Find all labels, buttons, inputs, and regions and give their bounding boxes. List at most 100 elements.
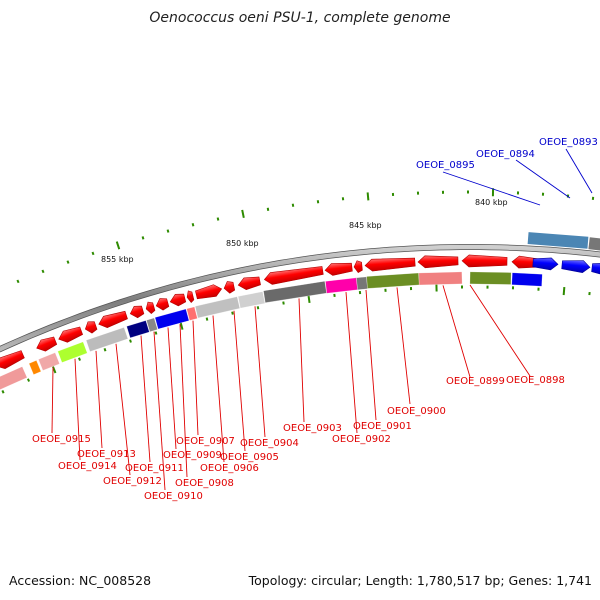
- gene-arrow-forward: [353, 260, 363, 274]
- cog-band-segment: [186, 306, 198, 321]
- gene-arrow-reverse: [591, 262, 600, 276]
- gene-arrow-forward: [98, 310, 128, 329]
- scale-label: 840 kbp: [475, 198, 508, 207]
- label-leader-line: [515, 159, 571, 199]
- cog-band-segment: [28, 360, 42, 375]
- scale-tick: [115, 241, 121, 250]
- gene-label[interactable]: OEOE_0912: [103, 476, 162, 487]
- genome-summary-text: Topology: circular; Length: 1,780,517 bp…: [248, 573, 592, 588]
- label-leader-line: [442, 171, 541, 206]
- scale-tick: [191, 223, 195, 227]
- gene-label[interactable]: OEOE_0914: [58, 461, 117, 472]
- scale-labels: 840 kbp 845 kbp 850 kbp 855 kbp: [101, 198, 508, 264]
- gene-label[interactable]: OEOE_0905: [220, 452, 279, 463]
- label-leader-line: [140, 335, 151, 463]
- gene-arrow-forward: [0, 350, 25, 370]
- cog-band-segment: [38, 352, 60, 371]
- gene-label[interactable]: OEOE_0909: [163, 450, 222, 461]
- label-leader-line: [565, 148, 593, 194]
- label-leader-line: [212, 315, 225, 463]
- label-leader-line: [74, 358, 81, 461]
- gene-label[interactable]: OEOE_0902: [332, 434, 391, 445]
- gene-label[interactable]: OEOE_0911: [125, 463, 184, 474]
- gene-arrow-reverse: [561, 260, 591, 273]
- scale-label: 855 kbp: [101, 255, 134, 264]
- gene-arrow-forward: [223, 281, 236, 294]
- scale-tick: [16, 279, 20, 284]
- label-leader-line: [153, 331, 166, 491]
- gene-arrow-forward: [417, 255, 459, 269]
- gene-label[interactable]: OEOE_0915: [32, 434, 91, 445]
- scale-tick: [26, 378, 31, 382]
- scale-tick: [66, 260, 70, 264]
- scale-tick: [562, 286, 566, 296]
- gene-arrow-reverse: [532, 257, 559, 271]
- gene-label[interactable]: OEOE_0908: [175, 478, 234, 489]
- cog-band-segment: [469, 271, 512, 285]
- cog-band-segment: [356, 276, 368, 291]
- label-leader-line: [192, 320, 199, 436]
- cog-band-segment: [146, 317, 158, 333]
- scale-tick: [205, 317, 209, 321]
- label-leader-line: [95, 350, 103, 449]
- gene-label[interactable]: OEOE_0910: [144, 491, 203, 502]
- gene-arrow-forward: [169, 293, 187, 307]
- label-leader-line: [396, 287, 411, 405]
- scale-tick: [307, 294, 311, 304]
- cog-band-segment: [194, 296, 241, 319]
- scale-tick: [366, 192, 370, 201]
- scale-tick: [41, 269, 45, 274]
- scale-tick: [141, 236, 145, 240]
- label-leaders: [51, 148, 593, 491]
- gene-label[interactable]: OEOE_0913: [77, 449, 136, 460]
- cog-band-segment: [418, 271, 463, 286]
- gene-arrow-forward: [195, 284, 223, 300]
- gene-arrow-forward: [58, 326, 84, 343]
- gene-arrow-forward: [36, 336, 58, 352]
- gene-label[interactable]: OEOE_0903: [283, 423, 342, 434]
- label-leader-line: [167, 327, 177, 450]
- cog-band-segment: [154, 308, 190, 330]
- gene-label[interactable]: OEOE_0895: [416, 160, 475, 171]
- gene-label[interactable]: OEOE_0893: [539, 137, 598, 148]
- genome-backbone: [0, 244, 600, 352]
- gene-label[interactable]: OEOE_0898: [506, 375, 565, 386]
- gene-label[interactable]: OEOE_0901: [353, 421, 412, 432]
- gene-label[interactable]: OEOE_0894: [476, 149, 535, 160]
- gene-label[interactable]: OEOE_0907: [176, 436, 235, 447]
- gene-arrows: [0, 232, 600, 370]
- gene-label[interactable]: OEOE_0900: [387, 406, 446, 417]
- cog-band-segment: [0, 366, 28, 391]
- gene-arrow-forward: [364, 257, 416, 272]
- cog-band-segment: [511, 272, 543, 287]
- cog-band-segment: [237, 291, 266, 309]
- gene-arrow-forward: [84, 321, 98, 334]
- label-leader-line: [254, 306, 266, 438]
- scale-tick: [256, 306, 260, 310]
- label-leader-line: [469, 284, 531, 377]
- scale-tick: [51, 365, 57, 374]
- gene-label[interactable]: OEOE_0906: [200, 463, 259, 474]
- label-leader-line: [442, 285, 471, 378]
- cog-band-segment: [126, 320, 150, 339]
- label-leader-line: [115, 343, 131, 476]
- scale-tick: [179, 321, 184, 330]
- scale-tick: [91, 251, 95, 256]
- gene-label[interactable]: OEOE_0899: [446, 376, 505, 387]
- label-leader-line: [365, 289, 377, 421]
- cog-category-bands: [0, 271, 543, 391]
- label-leader-line: [51, 367, 54, 434]
- scale-tick: [166, 229, 170, 233]
- scale-tick: [241, 209, 245, 219]
- cog-band-segment: [57, 341, 88, 363]
- gene-label[interactable]: OEOE_0904: [240, 438, 299, 449]
- gene-arrow-forward: [186, 290, 195, 303]
- gene-block-upper: [588, 237, 600, 252]
- cog-band-segment: [366, 272, 420, 289]
- scale-tick: [129, 339, 132, 343]
- gene-arrow-forward: [129, 305, 145, 319]
- label-leader-line: [298, 298, 305, 423]
- label-leader-line: [179, 324, 188, 478]
- scale-tick: [1, 390, 5, 394]
